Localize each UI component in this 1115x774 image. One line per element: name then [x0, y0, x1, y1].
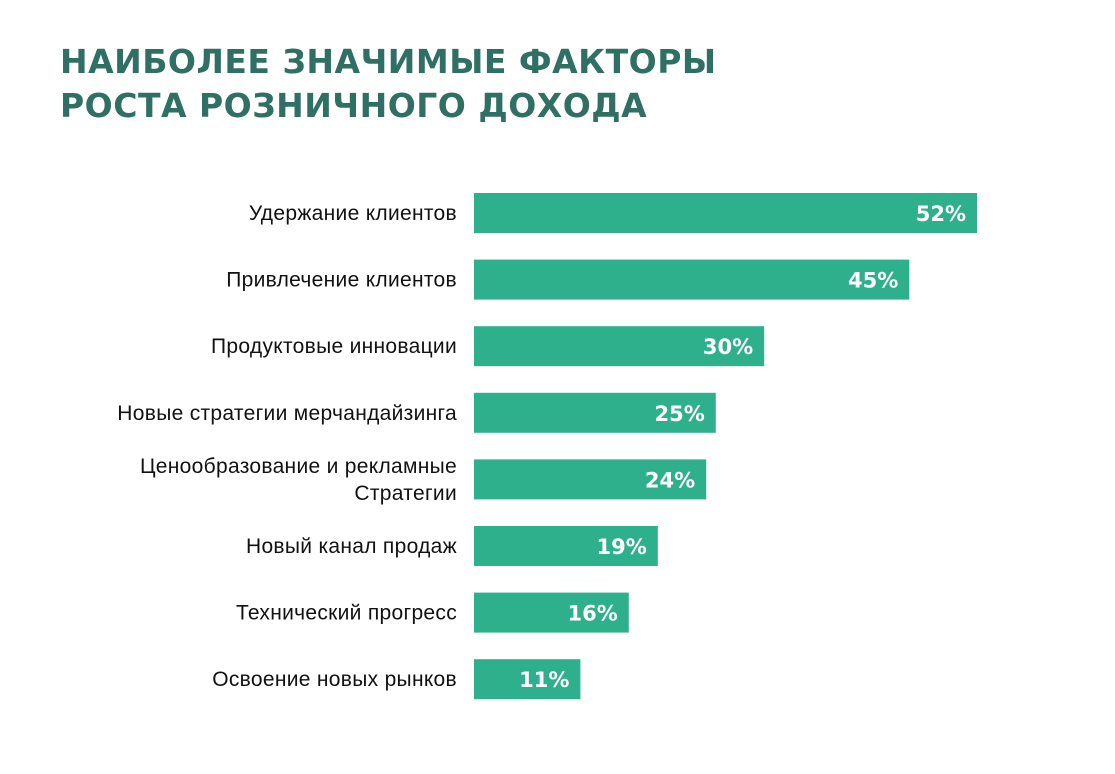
category-label: Освоение новых рынков: [212, 668, 457, 691]
bar: [474, 392, 716, 433]
category-label: Привлечение клиентов: [226, 269, 457, 292]
bar: [474, 659, 581, 700]
value-label: 19%: [597, 535, 647, 559]
value-label: 11%: [519, 668, 569, 692]
chart-title-line-1: НАИБОЛЕЕ ЗНАЧИМЫЕ ФАКТОРЫ: [60, 42, 717, 81]
value-label: 52%: [916, 202, 966, 226]
chart-title: НАИБОЛЕЕ ЗНАЧИМЫЕ ФАКТОРЫ РОСТА РОЗНИЧНО…: [60, 40, 717, 128]
value-label: 30%: [703, 335, 753, 359]
bar: [474, 259, 910, 300]
value-label: 24%: [645, 468, 695, 492]
category-label: Ценообразование и рекламные: [140, 455, 457, 478]
bar: [474, 459, 707, 500]
value-label: 25%: [655, 402, 705, 426]
category-label: Новые стратегии мерчандайзинга: [117, 402, 457, 425]
value-label: 16%: [568, 602, 618, 626]
category-label: Стратегии: [354, 482, 457, 505]
category-label: Продуктовые инновации: [211, 335, 457, 358]
bar: [474, 592, 629, 633]
chart-title-line-2: РОСТА РОЗНИЧНОГО ДОХОДА: [60, 86, 648, 125]
category-label: Удержание клиентов: [249, 202, 457, 225]
bar: [474, 193, 977, 233]
value-label: 45%: [848, 269, 898, 293]
bar: [474, 526, 658, 566]
category-label: Новый канал продаж: [246, 535, 457, 558]
category-label: Технический прогресс: [236, 602, 457, 625]
bar: [474, 326, 765, 367]
